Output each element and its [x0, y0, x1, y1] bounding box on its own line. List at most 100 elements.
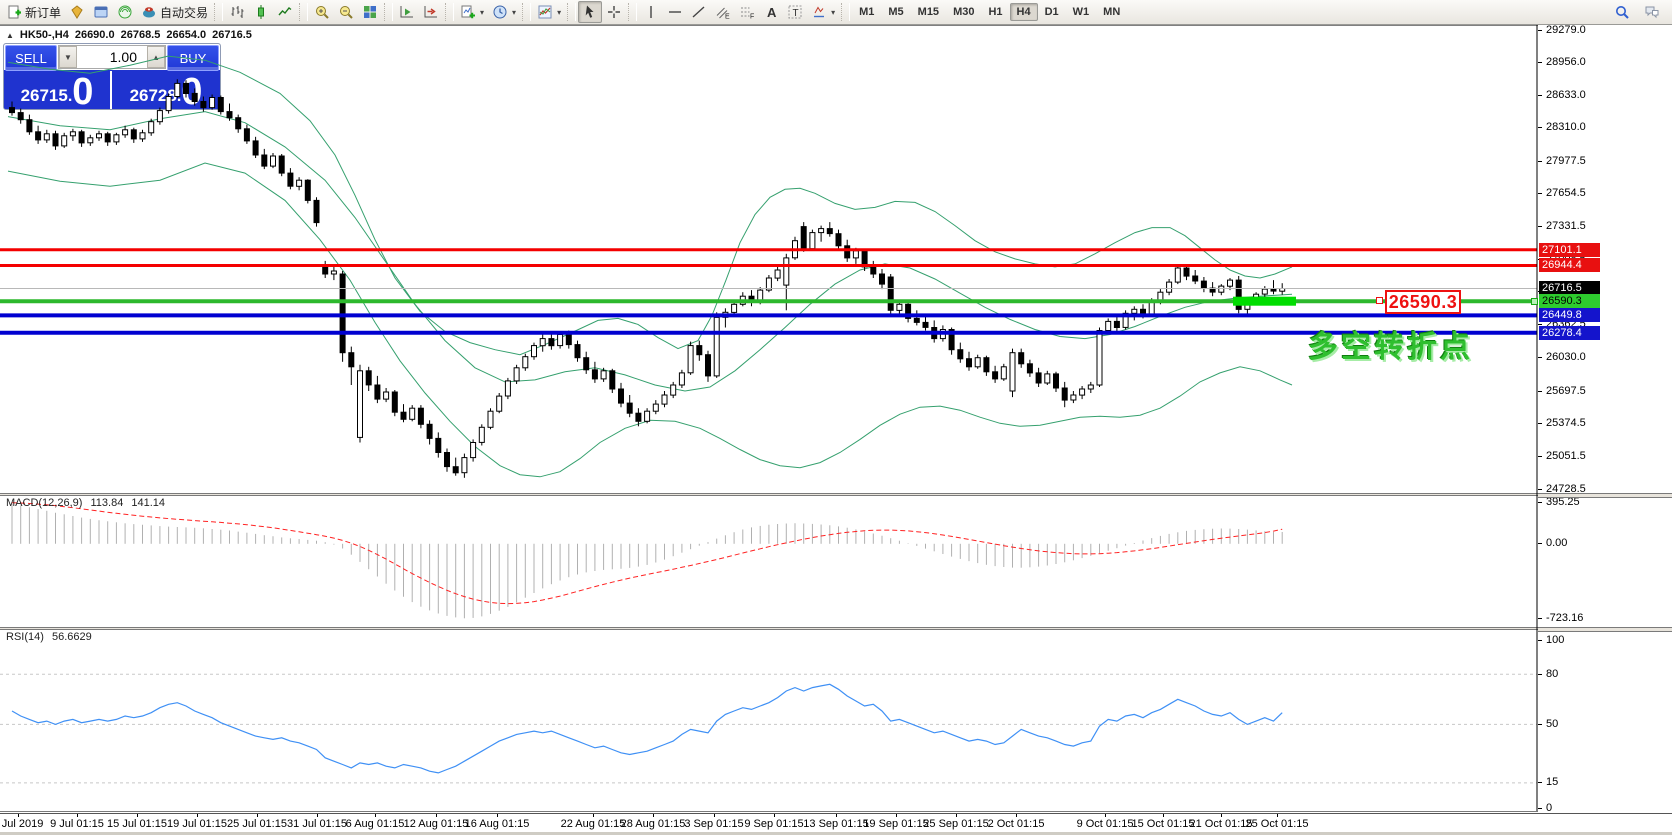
rsi-tick: 15: [1546, 776, 1559, 789]
sell-price-dot: .: [67, 88, 73, 105]
time-tick-mark: [1277, 814, 1278, 817]
text-button[interactable]: A: [759, 1, 783, 23]
auto-trading-label: 自动交易: [160, 5, 209, 20]
line-chart-button[interactable]: [273, 1, 297, 23]
ohlc-close: 26716.5: [212, 29, 252, 41]
timeframe-m30[interactable]: M30: [953, 6, 975, 18]
price-tick-mark: [1538, 423, 1542, 425]
buy-price-main: 26728: [129, 86, 177, 105]
time-tick-mark: [257, 814, 258, 817]
pivot-line-anchor[interactable]: [1531, 298, 1538, 306]
price-marker-26449.8: 26449.8: [1539, 308, 1600, 323]
price-tick: 25374.5: [1546, 417, 1586, 430]
zoom-in-icon: [316, 6, 329, 19]
rsi-level-lines: [0, 673, 1537, 784]
auto-trading-button[interactable]: 自动交易: [137, 1, 212, 23]
buy-button[interactable]: BUY: [167, 45, 219, 71]
toolbar-separator: [299, 3, 309, 21]
macd-tick: 395.25: [1546, 496, 1580, 509]
sell-button[interactable]: SELL: [5, 45, 57, 71]
chat-button[interactable]: [1640, 1, 1664, 23]
timeframe-m5[interactable]: M5: [888, 6, 904, 18]
chart-area[interactable]: [0, 25, 1538, 812]
candles: [9, 79, 1286, 478]
fibonacci-retracement-button[interactable]: F: [735, 1, 759, 23]
metaeditor-button[interactable]: [65, 1, 89, 23]
bar-chart-button[interactable]: [225, 1, 249, 23]
new-chart-button[interactable]: ▾: [456, 1, 488, 23]
arrow-objects-button[interactable]: ▾: [807, 1, 839, 23]
trendline-icon: [692, 6, 705, 18]
dropdown-caret-icon[interactable]: ▾: [480, 7, 485, 17]
clock-icon: [493, 5, 507, 19]
timeframe-h1[interactable]: H1: [988, 6, 1003, 18]
profiles-button[interactable]: ▾: [488, 1, 520, 23]
timeframe-w1[interactable]: W1: [1072, 6, 1090, 18]
cursor-button[interactable]: [578, 1, 603, 23]
time-tick-label: 6 Aug 01:15: [345, 818, 405, 830]
crosshair-icon: [608, 6, 621, 18]
price-axis[interactable]: 29279.0 28956.0 28633.0 28310.0 27977.5 27654…: [1531, 24, 1672, 814]
time-tick-label: 28 Aug 01:15: [620, 818, 686, 830]
pivot-highlight-bar[interactable]: [1233, 296, 1296, 306]
time-tick-mark: [896, 814, 897, 817]
timeframe-h4[interactable]: H4: [1009, 3, 1038, 21]
horizontal-line-button[interactable]: [663, 1, 687, 23]
macd-name: MACD(12,26,9): [6, 497, 83, 509]
ohlc-open: 26690.0: [74, 29, 115, 41]
textA-icon: A: [767, 5, 777, 20]
trendline-button[interactable]: [687, 1, 711, 23]
equidistant-channel-button[interactable]: E: [711, 1, 735, 23]
volume-input[interactable]: 1.00: [77, 46, 147, 68]
time-tick-mark: [77, 814, 78, 817]
price-tick-mark: [1538, 94, 1542, 96]
price-label-anchor[interactable]: [1376, 297, 1383, 304]
price-tick-mark: [1538, 455, 1542, 457]
indicators-button[interactable]: ▾: [533, 1, 565, 23]
chart-shift-button[interactable]: [419, 1, 443, 23]
candlestick-chart-button[interactable]: [249, 1, 273, 23]
dropdown-caret-icon[interactable]: ▾: [557, 7, 562, 17]
arrows-icon: [814, 6, 825, 18]
tile-windows-button[interactable]: [358, 1, 382, 23]
dropdown-caret-icon[interactable]: ▾: [831, 7, 836, 17]
timeframe-m1[interactable]: M1: [859, 6, 875, 18]
pivot-price-label[interactable]: 26590.3: [1385, 290, 1461, 314]
svg-text:E: E: [725, 14, 730, 21]
candle-icon: [258, 5, 265, 19]
new-order-button[interactable]: 新订单: [2, 1, 65, 23]
timeframe-d1[interactable]: D1: [1044, 6, 1059, 18]
svg-text:A: A: [767, 5, 777, 20]
rsi-tick-mark: [1538, 673, 1542, 675]
autoscroll-icon: [400, 6, 414, 18]
one-click-collapse-icon[interactable]: ▲: [6, 30, 14, 40]
panel-separators[interactable]: [0, 493, 1538, 630]
signals-button[interactable]: [113, 1, 137, 23]
market-watch-button[interactable]: [89, 1, 113, 23]
rsi-tick-mark: [1538, 782, 1542, 784]
timeframe-mn[interactable]: MN: [1103, 6, 1121, 18]
time-tick-label: 31 Jul 01:15: [287, 818, 347, 830]
crosshair-button[interactable]: [602, 1, 626, 23]
sell-price[interactable]: 26715 . 0: [4, 71, 112, 109]
auto-scroll-button[interactable]: [395, 1, 419, 23]
zoom-in-button[interactable]: [310, 1, 334, 23]
time-tick-label: 9 Sep 01:15: [744, 818, 804, 830]
price-tick: 25697.5: [1546, 384, 1586, 397]
dropdown-caret-icon[interactable]: ▾: [512, 7, 517, 17]
pivot-annotation-text[interactable]: 多空转折点: [1308, 331, 1473, 364]
new-order-label: 新订单: [25, 5, 62, 20]
volume-stepper: ▼ 1.00 ▲: [58, 45, 166, 69]
time-tick-mark: [593, 814, 594, 817]
volume-increase-button[interactable]: ▲: [147, 46, 165, 68]
text-label-button[interactable]: T: [783, 1, 807, 23]
price-tick: 24728.5: [1546, 482, 1586, 495]
vertical-line-button[interactable]: [639, 1, 663, 23]
search-button[interactable]: [1610, 1, 1634, 23]
price-tick-mark: [1538, 225, 1542, 227]
time-tick-mark: [436, 814, 437, 817]
zoom-out-button[interactable]: [334, 1, 358, 23]
volume-decrease-button[interactable]: ▼: [59, 46, 77, 68]
timeframe-m15[interactable]: M15: [917, 6, 940, 18]
